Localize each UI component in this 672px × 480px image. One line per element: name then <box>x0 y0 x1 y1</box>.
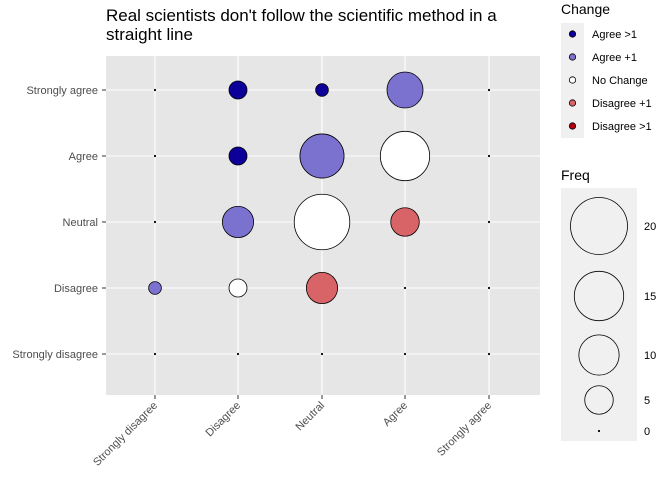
x-tick-label: Neutral <box>294 400 328 434</box>
data-point <box>153 220 157 224</box>
size-legend-label: 20 <box>644 221 656 233</box>
data-point <box>299 133 345 179</box>
change-legend-label: Agree >1 <box>592 29 637 41</box>
data-point <box>320 352 324 356</box>
data-point <box>293 193 351 251</box>
chart-title-line-1: Real scientists don't follow the scienti… <box>106 6 497 25</box>
data-point <box>305 271 339 305</box>
y-tick-label: Neutral <box>63 217 98 229</box>
size-legend-label: 10 <box>644 350 656 362</box>
y-tick-label: Disagree <box>54 283 98 295</box>
data-point <box>403 352 407 356</box>
y-tick-label: Strongly agree <box>26 85 98 97</box>
change-legend-label: Disagree >1 <box>592 121 652 133</box>
data-point <box>228 146 248 166</box>
y-axis: Strongly disagree Disagree Neutral Agree Str… <box>12 85 106 361</box>
data-point <box>153 88 157 92</box>
data-point <box>386 71 424 109</box>
data-point <box>221 205 255 239</box>
data-point <box>153 154 157 158</box>
data-point <box>487 352 491 356</box>
x-tick-label: Disagree <box>204 400 244 440</box>
change-legend-key <box>568 53 577 61</box>
data-point <box>228 278 248 298</box>
change-legend-key <box>568 30 577 38</box>
change-legend-label: Agree +1 <box>592 52 637 64</box>
size-legend-key <box>597 429 601 433</box>
data-point <box>228 80 248 100</box>
x-tick-label: Agree <box>381 400 410 429</box>
data-point <box>153 352 157 356</box>
size-legend-title: Freq <box>561 167 590 183</box>
change-legend-key <box>568 99 577 107</box>
data-point <box>390 207 420 237</box>
x-tick-label: Strongly disagree <box>91 400 160 469</box>
data-point <box>379 130 431 182</box>
change-legend-key <box>568 76 577 84</box>
data-point <box>487 154 491 158</box>
size-legend-label: 5 <box>644 395 650 407</box>
x-axis: Strongly disagree Disagree Neutral Agree Str… <box>91 395 494 469</box>
change-legend-label: No Change <box>592 75 648 87</box>
change-legend: Change Agree >1 Agree +1 No Change Disagree… <box>561 1 652 138</box>
x-tick-label: Strongly agree <box>435 400 494 459</box>
points <box>148 71 491 356</box>
data-point <box>403 286 407 290</box>
change-legend-title: Change <box>561 1 610 17</box>
size-legend: Freq 20 15 10 5 0 <box>561 167 656 441</box>
data-point <box>487 220 491 224</box>
size-legend-label: 15 <box>644 291 656 303</box>
change-legend-key <box>568 122 577 130</box>
data-point <box>148 281 162 295</box>
chart-title-line-2: straight line <box>106 25 193 44</box>
size-legend-key <box>584 385 614 415</box>
y-tick-label: Agree <box>69 151 98 163</box>
change-legend-label: Disagree +1 <box>592 98 652 110</box>
data-point <box>315 83 329 97</box>
size-legend-key <box>578 334 620 376</box>
y-tick-label: Strongly disagree <box>12 349 98 361</box>
size-legend-key <box>573 270 625 322</box>
size-legend-label: 0 <box>644 426 650 438</box>
data-point <box>236 352 240 356</box>
size-legend-key <box>570 197 628 255</box>
data-point <box>487 286 491 290</box>
data-point <box>487 88 491 92</box>
